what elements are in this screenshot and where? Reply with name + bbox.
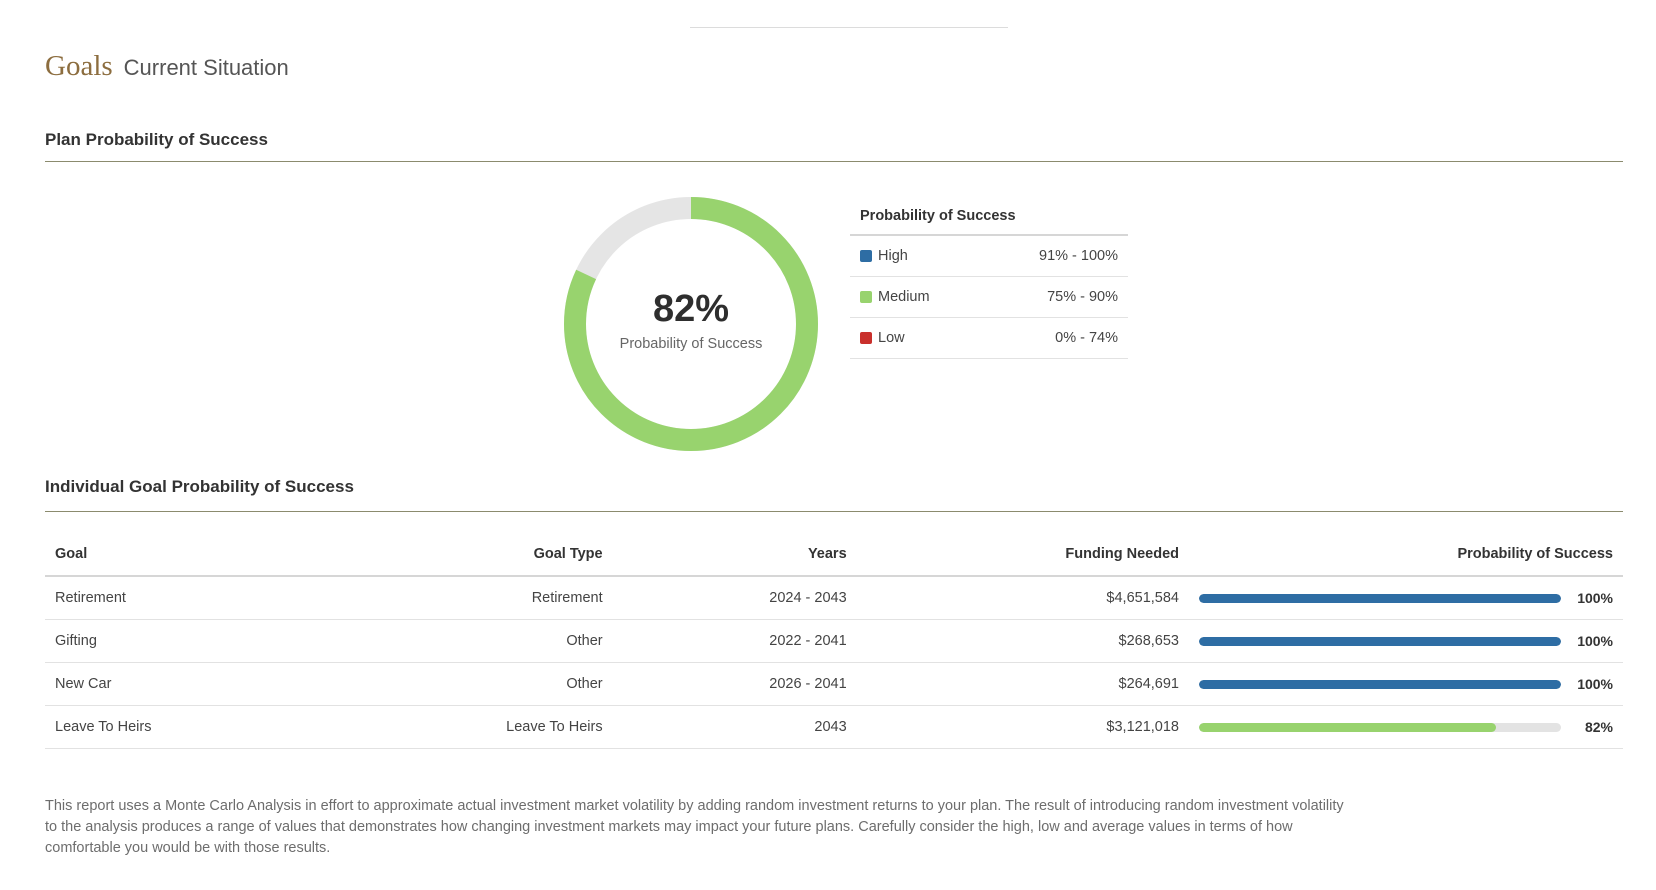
plan-probability-heading: Plan Probability of Success <box>45 130 268 149</box>
plan-section-divider <box>45 161 1623 162</box>
probability-value: 100% <box>1577 676 1613 692</box>
monte-carlo-disclaimer: This report uses a Monte Carlo Analysis … <box>45 798 1344 856</box>
col-goal-type: Goal Type <box>377 533 613 577</box>
table-row: Leave To Heirs Leave To Heirs 2043 $3,12… <box>45 705 1623 749</box>
goal-type: Other <box>377 662 613 706</box>
legend-row-low: Low 0% - 74% <box>850 318 1128 359</box>
probability-value: 100% <box>1577 633 1613 649</box>
page-subtitle: Current Situation <box>123 55 289 80</box>
goal-probability: 82% <box>1189 705 1623 749</box>
col-funding-needed: Funding Needed <box>856 533 1189 577</box>
goal-name: New Car <box>45 662 378 706</box>
table-row: Retirement Retirement 2024 - 2043 $4,651… <box>45 576 1623 620</box>
goals-table: Goal Goal Type Years Funding Needed Prob… <box>45 533 1623 749</box>
legend-range: 75% - 90% <box>1047 289 1118 305</box>
goal-funding: $3,121,018 <box>856 705 1189 749</box>
medium-swatch <box>860 291 872 303</box>
probability-value: 82% <box>1584 719 1613 735</box>
legend-label: Medium <box>878 289 930 305</box>
donut-center: 82% Probability of Success <box>560 193 822 455</box>
probability-bar-fill <box>1199 593 1561 603</box>
goal-name: Gifting <box>45 619 378 663</box>
probability-legend: Probability of Success High 91% - 100% M… <box>850 200 1128 359</box>
col-goal: Goal <box>45 533 378 577</box>
individual-goals-heading: Individual Goal Probability of Success <box>45 477 354 496</box>
goal-type: Other <box>377 619 613 663</box>
probability-bar <box>1199 722 1561 732</box>
goal-years: 2024 - 2043 <box>612 576 857 620</box>
goal-type: Retirement <box>377 576 613 620</box>
donut-value: 82% <box>652 288 730 330</box>
col-probability: Probability of Success <box>1189 533 1623 577</box>
goal-probability: 100% <box>1189 576 1623 620</box>
probability-bar <box>1199 593 1561 603</box>
goal-years: 2043 <box>612 705 857 749</box>
goals-section-divider <box>45 511 1623 512</box>
table-header-row: Goal Goal Type Years Funding Needed Prob… <box>45 533 1623 577</box>
probability-bar <box>1199 636 1561 646</box>
table-row: Gifting Other 2022 - 2041 $268,653 100% <box>45 619 1623 663</box>
goal-type: Leave To Heirs <box>377 705 613 749</box>
high-swatch <box>860 250 872 262</box>
goal-years: 2026 - 2041 <box>612 662 857 706</box>
goal-probability: 100% <box>1189 662 1623 706</box>
low-swatch <box>860 332 872 344</box>
page-title: Goals <box>45 50 113 82</box>
probability-bar-fill <box>1199 722 1496 732</box>
donut-chart <box>564 197 818 451</box>
goal-funding: $4,651,584 <box>856 576 1189 620</box>
legend-row-medium: Medium 75% - 90% <box>850 277 1128 318</box>
table-row: New Car Other 2026 - 2041 $264,691 100% <box>45 662 1623 706</box>
probability-donut: 82% Probability of Success <box>560 193 822 455</box>
goal-years: 2022 - 2041 <box>612 619 857 663</box>
goal-funding: $268,653 <box>856 619 1189 663</box>
donut-label: Probability of Success <box>619 336 763 352</box>
goal-funding: $264,691 <box>856 662 1189 706</box>
goal-name: Retirement <box>45 576 378 620</box>
probability-bar-fill <box>1199 636 1561 646</box>
goal-probability: 100% <box>1189 619 1623 663</box>
goal-name: Leave To Heirs <box>45 705 378 749</box>
top-divider <box>690 27 1008 28</box>
col-years: Years <box>612 533 857 577</box>
probability-bar <box>1199 679 1561 689</box>
donut-fill <box>564 197 818 451</box>
page-header: Goals Current Situation <box>45 50 289 83</box>
legend-range: 0% - 74% <box>1055 330 1118 346</box>
legend-label: High <box>878 248 908 264</box>
probability-value: 100% <box>1577 590 1613 606</box>
legend-range: 91% - 100% <box>1039 248 1118 264</box>
legend-label: Low <box>878 330 905 346</box>
legend-row-high: High 91% - 100% <box>850 236 1128 277</box>
legend-title: Probability of Success <box>850 200 1128 236</box>
probability-bar-fill <box>1199 679 1561 689</box>
